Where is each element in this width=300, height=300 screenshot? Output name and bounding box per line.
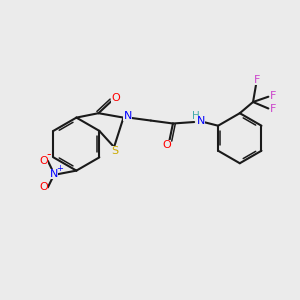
Text: F: F (270, 91, 276, 101)
Text: H: H (192, 110, 200, 121)
Text: -: - (46, 148, 51, 161)
Text: O: O (162, 140, 171, 150)
Text: O: O (39, 182, 48, 192)
Text: O: O (111, 93, 120, 103)
Text: +: + (56, 164, 63, 173)
Text: N: N (123, 111, 132, 121)
Text: F: F (254, 75, 260, 85)
Text: S: S (111, 146, 118, 156)
Text: F: F (270, 104, 276, 114)
Text: O: O (39, 156, 48, 166)
Text: N: N (196, 116, 205, 126)
Text: N: N (50, 169, 58, 179)
